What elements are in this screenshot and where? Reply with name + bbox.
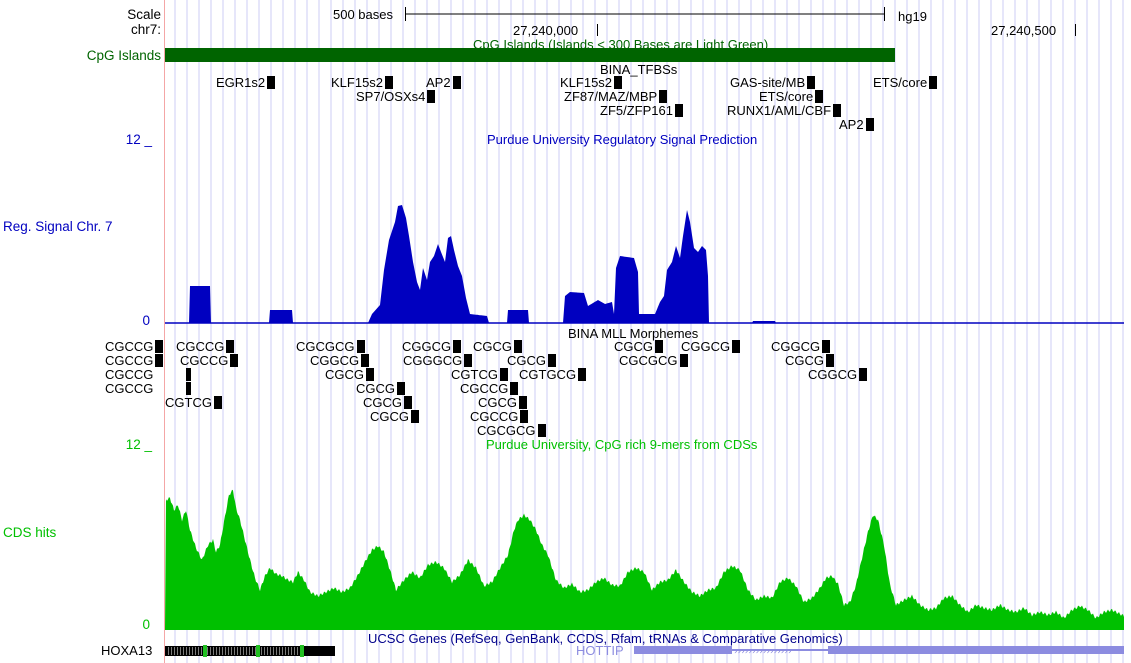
reg-track-label[interactable]: Reg. Signal Chr. 7 (3, 219, 113, 234)
mll-feature[interactable]: CGCG (614, 340, 663, 354)
gene-label-hoxa13[interactable]: HOXA13 (101, 643, 153, 658)
mll-feature[interactable]: CGCG (478, 396, 527, 410)
tfbs-feature[interactable]: GAS-site/MB (730, 76, 816, 90)
mll-feature[interactable]: CGGGCG (403, 354, 473, 368)
cds-track-title: Purdue University, CpG rich 9-mers from … (486, 437, 758, 452)
mll-feature[interactable]: CGGCG (771, 340, 831, 354)
mll-feature[interactable]: CGCCG (105, 354, 164, 368)
mll-track-title: BINA MLL Morphemes (568, 326, 699, 341)
scale-bar (405, 7, 885, 21)
cds-ymax: 12 _ (125, 437, 152, 452)
mll-feature[interactable]: CGGCG (681, 340, 741, 354)
reg-signal-area[interactable] (165, 205, 1124, 323)
tfbs-feature[interactable]: RUNX1/AML/CBF (727, 104, 842, 118)
scale-label: Scale (127, 7, 161, 22)
gene-label-hottip[interactable]: HOTTIP (576, 643, 624, 658)
tfbs-feature[interactable]: ETS/core (759, 90, 824, 104)
mll-feature[interactable]: CGCG (356, 382, 405, 396)
position-label-2: 27,240,500 (991, 23, 1057, 38)
mll-feature[interactable]: CGGCG (310, 354, 370, 368)
mll-feature[interactable]: CGCCG (180, 354, 239, 368)
scale-bar-label: 500 bases (333, 7, 393, 22)
tfbs-feature[interactable]: ZF5/ZFP161 (600, 104, 683, 118)
cds-hits-area[interactable] (165, 489, 1124, 630)
tfbs-feature[interactable]: EGR1s2 (216, 76, 276, 90)
reg-ymax: 12 _ (125, 132, 152, 147)
tfbs-feature[interactable]: ETS/core (873, 76, 938, 90)
gene-hoxa13[interactable] (165, 645, 335, 657)
mll-feature[interactable]: CGCCG (460, 382, 519, 396)
mll-feature[interactable]: CGCG (325, 368, 374, 382)
mll-feature[interactable]: CGCG (363, 396, 412, 410)
mll-feature[interactable]: CGCCG (105, 382, 192, 396)
cds-ymin: 0 (142, 617, 150, 632)
cpg-track-label[interactable]: CpG Islands (86, 48, 161, 63)
mll-feature[interactable]: CGTGCG (519, 368, 587, 382)
cds-track-label[interactable]: CDS hits (3, 525, 57, 540)
reg-ymin: 0 (142, 313, 150, 328)
mll-feature[interactable]: CGCGCG (296, 340, 365, 354)
mll-feature[interactable]: CGTCG (451, 368, 508, 382)
tfbs-feature[interactable]: KLF15s2 (560, 76, 623, 90)
tfbs-feature[interactable]: ZF87/MAZ/MBP (564, 90, 668, 104)
mll-feature[interactable]: CGCGCG (619, 354, 688, 368)
gene-hottip[interactable]: ›››››››››››››››› (634, 646, 1124, 657)
mll-feature[interactable]: CGCG (370, 410, 419, 424)
position-label-1: 27,240,000 (513, 23, 579, 38)
assembly-label: hg19 (898, 9, 927, 24)
tfbs-feature[interactable]: KLF15s2 (331, 76, 394, 90)
mll-feature[interactable]: CGCG (785, 354, 834, 368)
svg-text:››››››››››››››››: ›››››››››››››››› (734, 647, 792, 657)
mll-feature[interactable]: CGCCG (105, 340, 164, 354)
tfbs-feature[interactable]: AP2 (839, 118, 874, 132)
mll-feature[interactable]: CGCCG (105, 368, 192, 382)
mll-feature[interactable]: CGCG (473, 340, 522, 354)
mll-feature[interactable]: CGCG (507, 354, 556, 368)
mll-feature[interactable]: CGGCG (402, 340, 462, 354)
mll-feature[interactable]: CGCGCG (477, 424, 546, 438)
reg-track-title: Purdue University Regulatory Signal Pred… (487, 132, 758, 147)
tfbs-feature[interactable]: AP2 (426, 76, 461, 90)
genes-track-title: UCSC Genes (RefSeq, GenBank, CCDS, Rfam,… (368, 631, 843, 646)
mll-feature[interactable]: CGGCG (808, 368, 868, 382)
tfbs-feature[interactable]: SP7/OSXs4 (356, 90, 436, 104)
cpg-island-bar[interactable] (165, 48, 895, 62)
grid-lines (174, 0, 1124, 663)
cpg-track-title: CpG Islands (Islands < 300 Bases are Lig… (473, 37, 769, 52)
chrom-label: chr7: (130, 22, 161, 37)
mll-feature[interactable]: CGCCG (470, 410, 529, 424)
tfbs-track-title: BINA_TFBSs (600, 62, 678, 77)
mll-feature[interactable]: CGCCG (176, 340, 235, 354)
mll-feature[interactable]: CGTCG (165, 396, 222, 410)
